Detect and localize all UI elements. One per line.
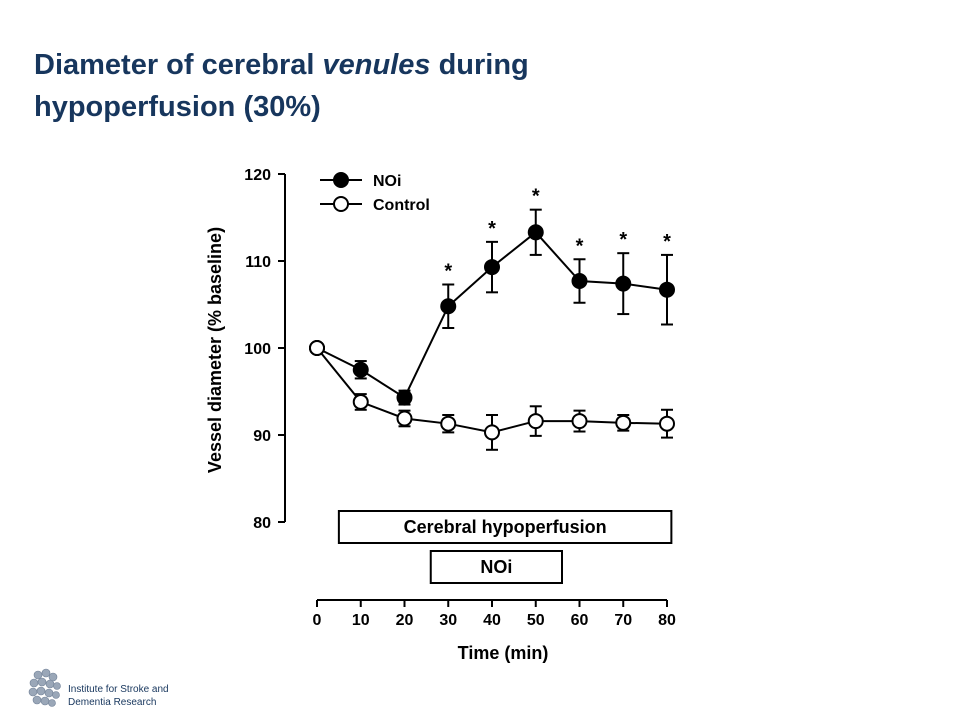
x-tick-label: 50 [527, 612, 545, 629]
data-point [527, 413, 544, 430]
y-tick-label: 120 [244, 167, 271, 184]
series-control [309, 340, 675, 451]
significance-marker: * [576, 235, 584, 257]
significance-marker: * [444, 260, 452, 282]
data-point [396, 410, 413, 427]
data-point [484, 259, 500, 276]
institute-name-line1: Institute for Stroke and [68, 684, 169, 695]
title-text-part2: during [430, 49, 529, 81]
y-tick-label: 110 [245, 254, 271, 271]
legend-marker [333, 172, 349, 188]
x-tick-label: 70 [614, 612, 632, 629]
x-tick-label: 0 [313, 612, 322, 629]
slide-title: Diameter of cerebral venules during hypop… [34, 44, 734, 128]
data-point [352, 361, 369, 378]
data-point [615, 414, 632, 431]
significance-marker: * [532, 186, 540, 208]
annotation-box [429, 550, 563, 584]
x-tick-label: 60 [571, 612, 589, 629]
significance-marker: * [488, 218, 496, 240]
chart-annotations: Cerebral hypoperfusion NOi [337, 510, 673, 584]
series-noi: * * * * * * [309, 186, 675, 406]
chart-legend: NOi Control [320, 172, 430, 214]
data-point-baseline [309, 340, 325, 356]
x-tick-label: 30 [439, 612, 457, 629]
annotation-box [337, 510, 673, 544]
title-text-line2: hypoperfusion (30%) [34, 91, 321, 123]
annotation-label: NOi [480, 557, 512, 577]
x-tick-label: 80 [658, 612, 676, 629]
data-point [352, 393, 369, 410]
data-point [440, 298, 457, 315]
data-point [659, 281, 675, 298]
y-axis-label: Vessel diameter (% baseline) [205, 227, 225, 473]
significance-marker: * [619, 229, 627, 251]
y-tick-label: 90 [253, 428, 271, 445]
institute-name: Institute for Stroke and Dementia Resear… [68, 683, 169, 709]
institute-name-line2: Dementia Research [68, 697, 157, 708]
x-tick-label: 20 [396, 612, 414, 629]
data-point [484, 424, 500, 441]
significance-marker: * [663, 231, 671, 253]
title-text-part1: Diameter of cerebral [34, 49, 323, 81]
data-point [571, 413, 588, 430]
data-point [527, 224, 544, 241]
data-point [659, 415, 675, 432]
annotation-label: Cerebral hypoperfusion [404, 517, 607, 537]
brain-logo-icon [28, 668, 61, 707]
title-text-italic: venules [322, 49, 431, 81]
data-point [615, 275, 632, 292]
data-point [396, 389, 413, 406]
legend-label: NOi [373, 173, 401, 190]
x-tick-label: 10 [352, 612, 370, 629]
data-point [440, 415, 457, 432]
data-point [571, 273, 588, 290]
legend-marker [333, 196, 349, 212]
y-tick-label: 80 [253, 515, 271, 532]
legend-label: Control [373, 197, 430, 214]
x-tick-label: 40 [483, 612, 501, 629]
x-axis-label: Time (min) [458, 643, 549, 663]
y-tick-label: 100 [244, 341, 271, 358]
chart-series: * * * * * * [309, 186, 675, 451]
